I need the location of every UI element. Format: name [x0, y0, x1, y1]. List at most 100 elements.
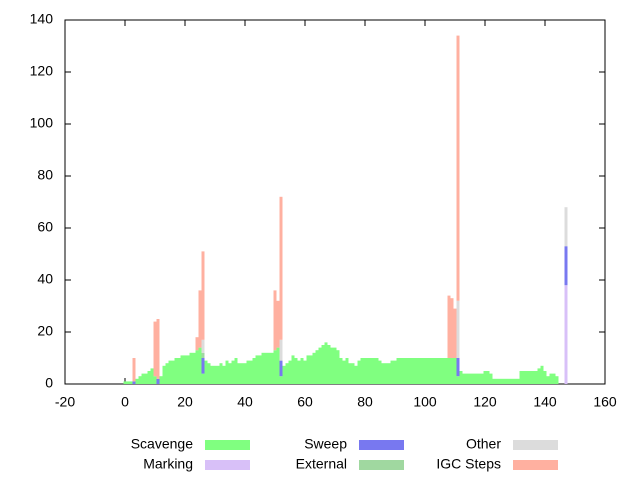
- bar-segment: [276, 300, 280, 348]
- legend-label: Scavenge: [131, 436, 193, 452]
- x-tick-label: 100: [413, 394, 437, 410]
- bar-segment: [417, 358, 421, 384]
- bar-segment: [252, 358, 256, 384]
- bar-segment: [216, 365, 220, 384]
- bar-segment: [318, 347, 322, 384]
- bar-segment: [231, 360, 235, 384]
- bar-segment: [270, 352, 274, 384]
- bar-segment: [132, 381, 136, 384]
- bar-segment: [249, 360, 253, 384]
- bar-segment: [372, 358, 376, 384]
- bar-segment: [213, 365, 217, 384]
- bar-segment: [147, 371, 151, 384]
- bar-segment: [441, 358, 445, 384]
- legend-label: Marking: [143, 456, 193, 472]
- bar-segment: [453, 358, 457, 384]
- bar-segment: [201, 373, 205, 384]
- bar-segment: [315, 350, 319, 384]
- bar-segment: [405, 358, 409, 384]
- legend-swatch: [359, 460, 404, 470]
- bar-segment: [411, 358, 415, 384]
- bar-segment: [540, 365, 544, 384]
- bar-segment: [324, 342, 328, 384]
- bar-segment: [207, 363, 211, 384]
- bar-segment: [522, 371, 526, 384]
- bar-segment: [153, 321, 157, 377]
- bar-segment: [492, 378, 496, 384]
- bar-segment: [273, 290, 277, 351]
- legend-label: Other: [466, 436, 501, 452]
- legend-label: IGC Steps: [436, 456, 501, 472]
- bar-segment: [456, 376, 460, 384]
- y-tick-label: 40: [37, 271, 53, 287]
- plot-border: [64, 19, 606, 385]
- legend-swatch: [359, 440, 404, 450]
- bar-segment: [423, 358, 427, 384]
- bar-segment: [351, 363, 355, 384]
- bar-segment: [378, 360, 382, 384]
- bar-segment: [141, 373, 145, 384]
- bar-segment: [456, 300, 460, 358]
- bar-segment: [402, 358, 406, 384]
- bar-segment: [345, 358, 349, 384]
- bar-segment: [438, 358, 442, 384]
- bar-segment: [471, 373, 475, 384]
- legend-label: Sweep: [304, 436, 347, 452]
- x-tick-label: 20: [177, 394, 193, 410]
- bar-segment: [501, 378, 505, 384]
- bar-segment: [135, 378, 139, 384]
- bar-segment: [456, 35, 460, 301]
- y-tick-label: 140: [30, 11, 54, 27]
- bar-segment: [225, 360, 229, 384]
- x-tick-label: 0: [121, 394, 129, 410]
- bar-segment: [408, 358, 412, 384]
- bar-segment: [339, 358, 343, 384]
- bar-segment: [537, 368, 541, 384]
- bar-segment: [336, 350, 340, 384]
- bar-segment: [552, 373, 556, 384]
- bar-segment: [555, 376, 559, 384]
- bar-segment: [162, 365, 166, 384]
- bar-segment: [282, 365, 286, 384]
- bar-segment: [528, 371, 532, 384]
- bar-segment: [348, 363, 352, 384]
- bar-segment: [354, 365, 358, 384]
- bar-segment: [138, 376, 142, 384]
- bar-segment: [303, 360, 307, 384]
- bar-segment: [177, 358, 181, 384]
- bar-segment: [474, 373, 478, 384]
- x-tick-label: 160: [593, 394, 617, 410]
- bar-segment: [546, 376, 550, 384]
- bar-segment: [159, 376, 163, 384]
- bar-segment: [174, 358, 178, 384]
- bar-segment: [300, 358, 304, 384]
- bar-segment: [504, 378, 508, 384]
- x-tick-label: 120: [473, 394, 497, 410]
- x-tick-label: 60: [297, 394, 313, 410]
- y-tick-label: 100: [30, 115, 54, 131]
- bar-segment: [429, 358, 433, 384]
- x-tick-label: 80: [357, 394, 373, 410]
- bar-segment: [186, 355, 190, 384]
- bar-segment: [375, 358, 379, 384]
- bar-segment: [483, 371, 487, 384]
- bar-segment: [195, 337, 199, 351]
- bar-segment: [288, 360, 292, 384]
- bar-segment: [447, 358, 451, 384]
- bar-segment: [168, 360, 172, 384]
- bar-segment: [450, 298, 454, 358]
- x-tick-label: 140: [533, 394, 557, 410]
- bar-segment: [489, 373, 493, 384]
- bar-segment: [381, 363, 385, 384]
- bar-segment: [240, 363, 244, 384]
- bar-segment: [519, 371, 523, 384]
- bar-segment: [129, 381, 133, 384]
- bar-segment: [297, 360, 301, 384]
- bar-segment: [447, 295, 451, 358]
- bar-segment: [462, 373, 466, 384]
- bar-segment: [312, 352, 316, 384]
- bar-segment: [153, 376, 157, 384]
- bar-segment: [525, 371, 529, 384]
- y-tick-label: 80: [37, 167, 53, 183]
